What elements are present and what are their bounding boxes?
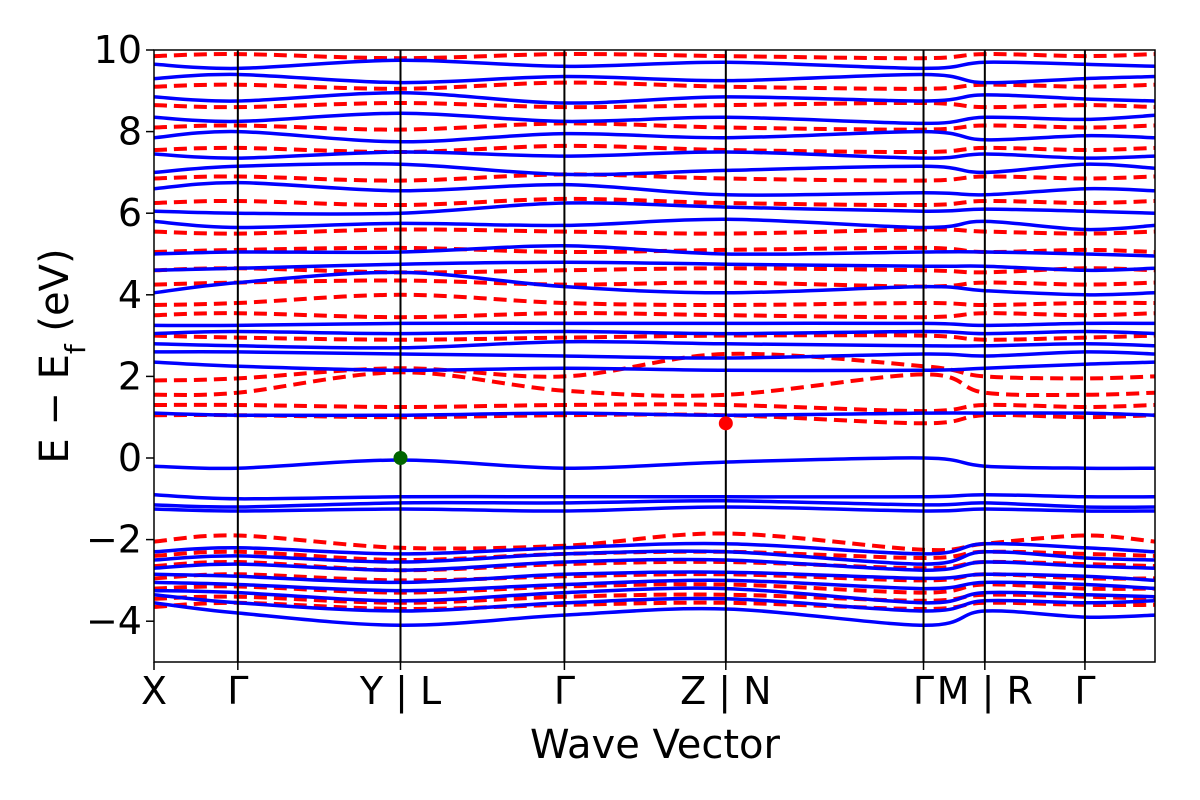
- band-line: [154, 456, 1155, 471]
- y-axis-label-main: E − E: [32, 354, 78, 464]
- band-line: [154, 196, 1155, 208]
- band-edge-markers: [393, 416, 733, 465]
- band-line: [154, 321, 1155, 328]
- band-line: [154, 572, 1155, 583]
- band-line: [154, 58, 1155, 71]
- band-line: [154, 402, 1155, 414]
- high-symmetry-lines: [236, 50, 1086, 662]
- band-line: [154, 505, 1155, 513]
- band-line: [154, 244, 1155, 258]
- band-line: [154, 201, 1155, 216]
- band-line: [154, 311, 1155, 320]
- band-line: [154, 557, 1155, 572]
- y-tick-label: 10: [94, 28, 142, 72]
- band-line: [154, 111, 1155, 126]
- y-tick-label: −2: [86, 518, 142, 562]
- band-line: [154, 600, 1155, 612]
- band-line: [154, 360, 1155, 373]
- y-axis-label: E − Ef (eV): [32, 248, 92, 463]
- band-line: [154, 52, 1155, 61]
- y-tick-label: 6: [118, 191, 142, 235]
- band-line: [154, 227, 1155, 236]
- band-line: [154, 592, 1155, 605]
- x-tick-label: Y | L: [359, 669, 441, 714]
- x-tick-label: M | R: [937, 669, 1033, 714]
- x-tick-label: X: [141, 669, 167, 713]
- band-line: [154, 549, 1155, 566]
- band-line: [154, 143, 1155, 155]
- band-line: [154, 260, 1155, 273]
- blue-solid-bands: [154, 58, 1155, 628]
- x-tick-label: Γ: [554, 669, 575, 713]
- band-line: [154, 411, 1155, 418]
- band-line: [154, 531, 1155, 553]
- band-line: [154, 91, 1155, 105]
- band-line: [154, 339, 1155, 350]
- x-axis-label: Wave Vector: [530, 722, 781, 768]
- x-tick-label: Z | N: [680, 669, 771, 714]
- band-line: [154, 570, 1155, 585]
- band-line: [154, 270, 1155, 297]
- band-line: [154, 278, 1155, 289]
- y-tick-label: 0: [118, 436, 142, 480]
- y-tick-label: −4: [86, 599, 142, 643]
- band-line: [154, 592, 1155, 613]
- band-line: [154, 492, 1155, 501]
- band-line: [154, 601, 1155, 628]
- x-tick-label: Γ: [1074, 669, 1095, 713]
- band-line: [154, 329, 1155, 336]
- band-line: [154, 578, 1155, 593]
- band-line: [154, 333, 1155, 342]
- band-line: [154, 245, 1155, 255]
- band-line: [154, 100, 1155, 110]
- band-line: [154, 266, 1155, 275]
- band-line: [154, 370, 1155, 398]
- band-line: [154, 172, 1155, 183]
- band-line: [154, 499, 1155, 510]
- band-line: [154, 586, 1155, 605]
- band-line: [154, 180, 1155, 197]
- y-tick-label: 2: [118, 354, 142, 398]
- y-axis-label-subscript: f: [59, 343, 92, 354]
- band-line: [154, 351, 1155, 383]
- band-line: [154, 162, 1155, 177]
- band-line: [154, 72, 1155, 85]
- y-axis-label-unit: (eV): [32, 248, 78, 344]
- band-line: [154, 121, 1155, 132]
- band-line: [154, 150, 1155, 160]
- band-line: [154, 292, 1155, 307]
- band-line: [154, 350, 1155, 360]
- y-tick-label: 8: [118, 110, 142, 154]
- plot-frame: [153, 49, 1156, 663]
- y-axis-ticks: 10 8 6 4 2 0 −2 −4: [86, 28, 154, 643]
- band-line: [154, 129, 1155, 144]
- y-tick-label: 4: [118, 273, 142, 317]
- band-edge-marker: [718, 416, 733, 431]
- x-tick-label: Γ: [913, 669, 934, 713]
- x-tick-label: Γ: [227, 669, 248, 713]
- band-edge-marker: [393, 451, 408, 465]
- band-line: [154, 80, 1155, 91]
- band-line: [154, 217, 1155, 232]
- band-line: [154, 541, 1155, 556]
